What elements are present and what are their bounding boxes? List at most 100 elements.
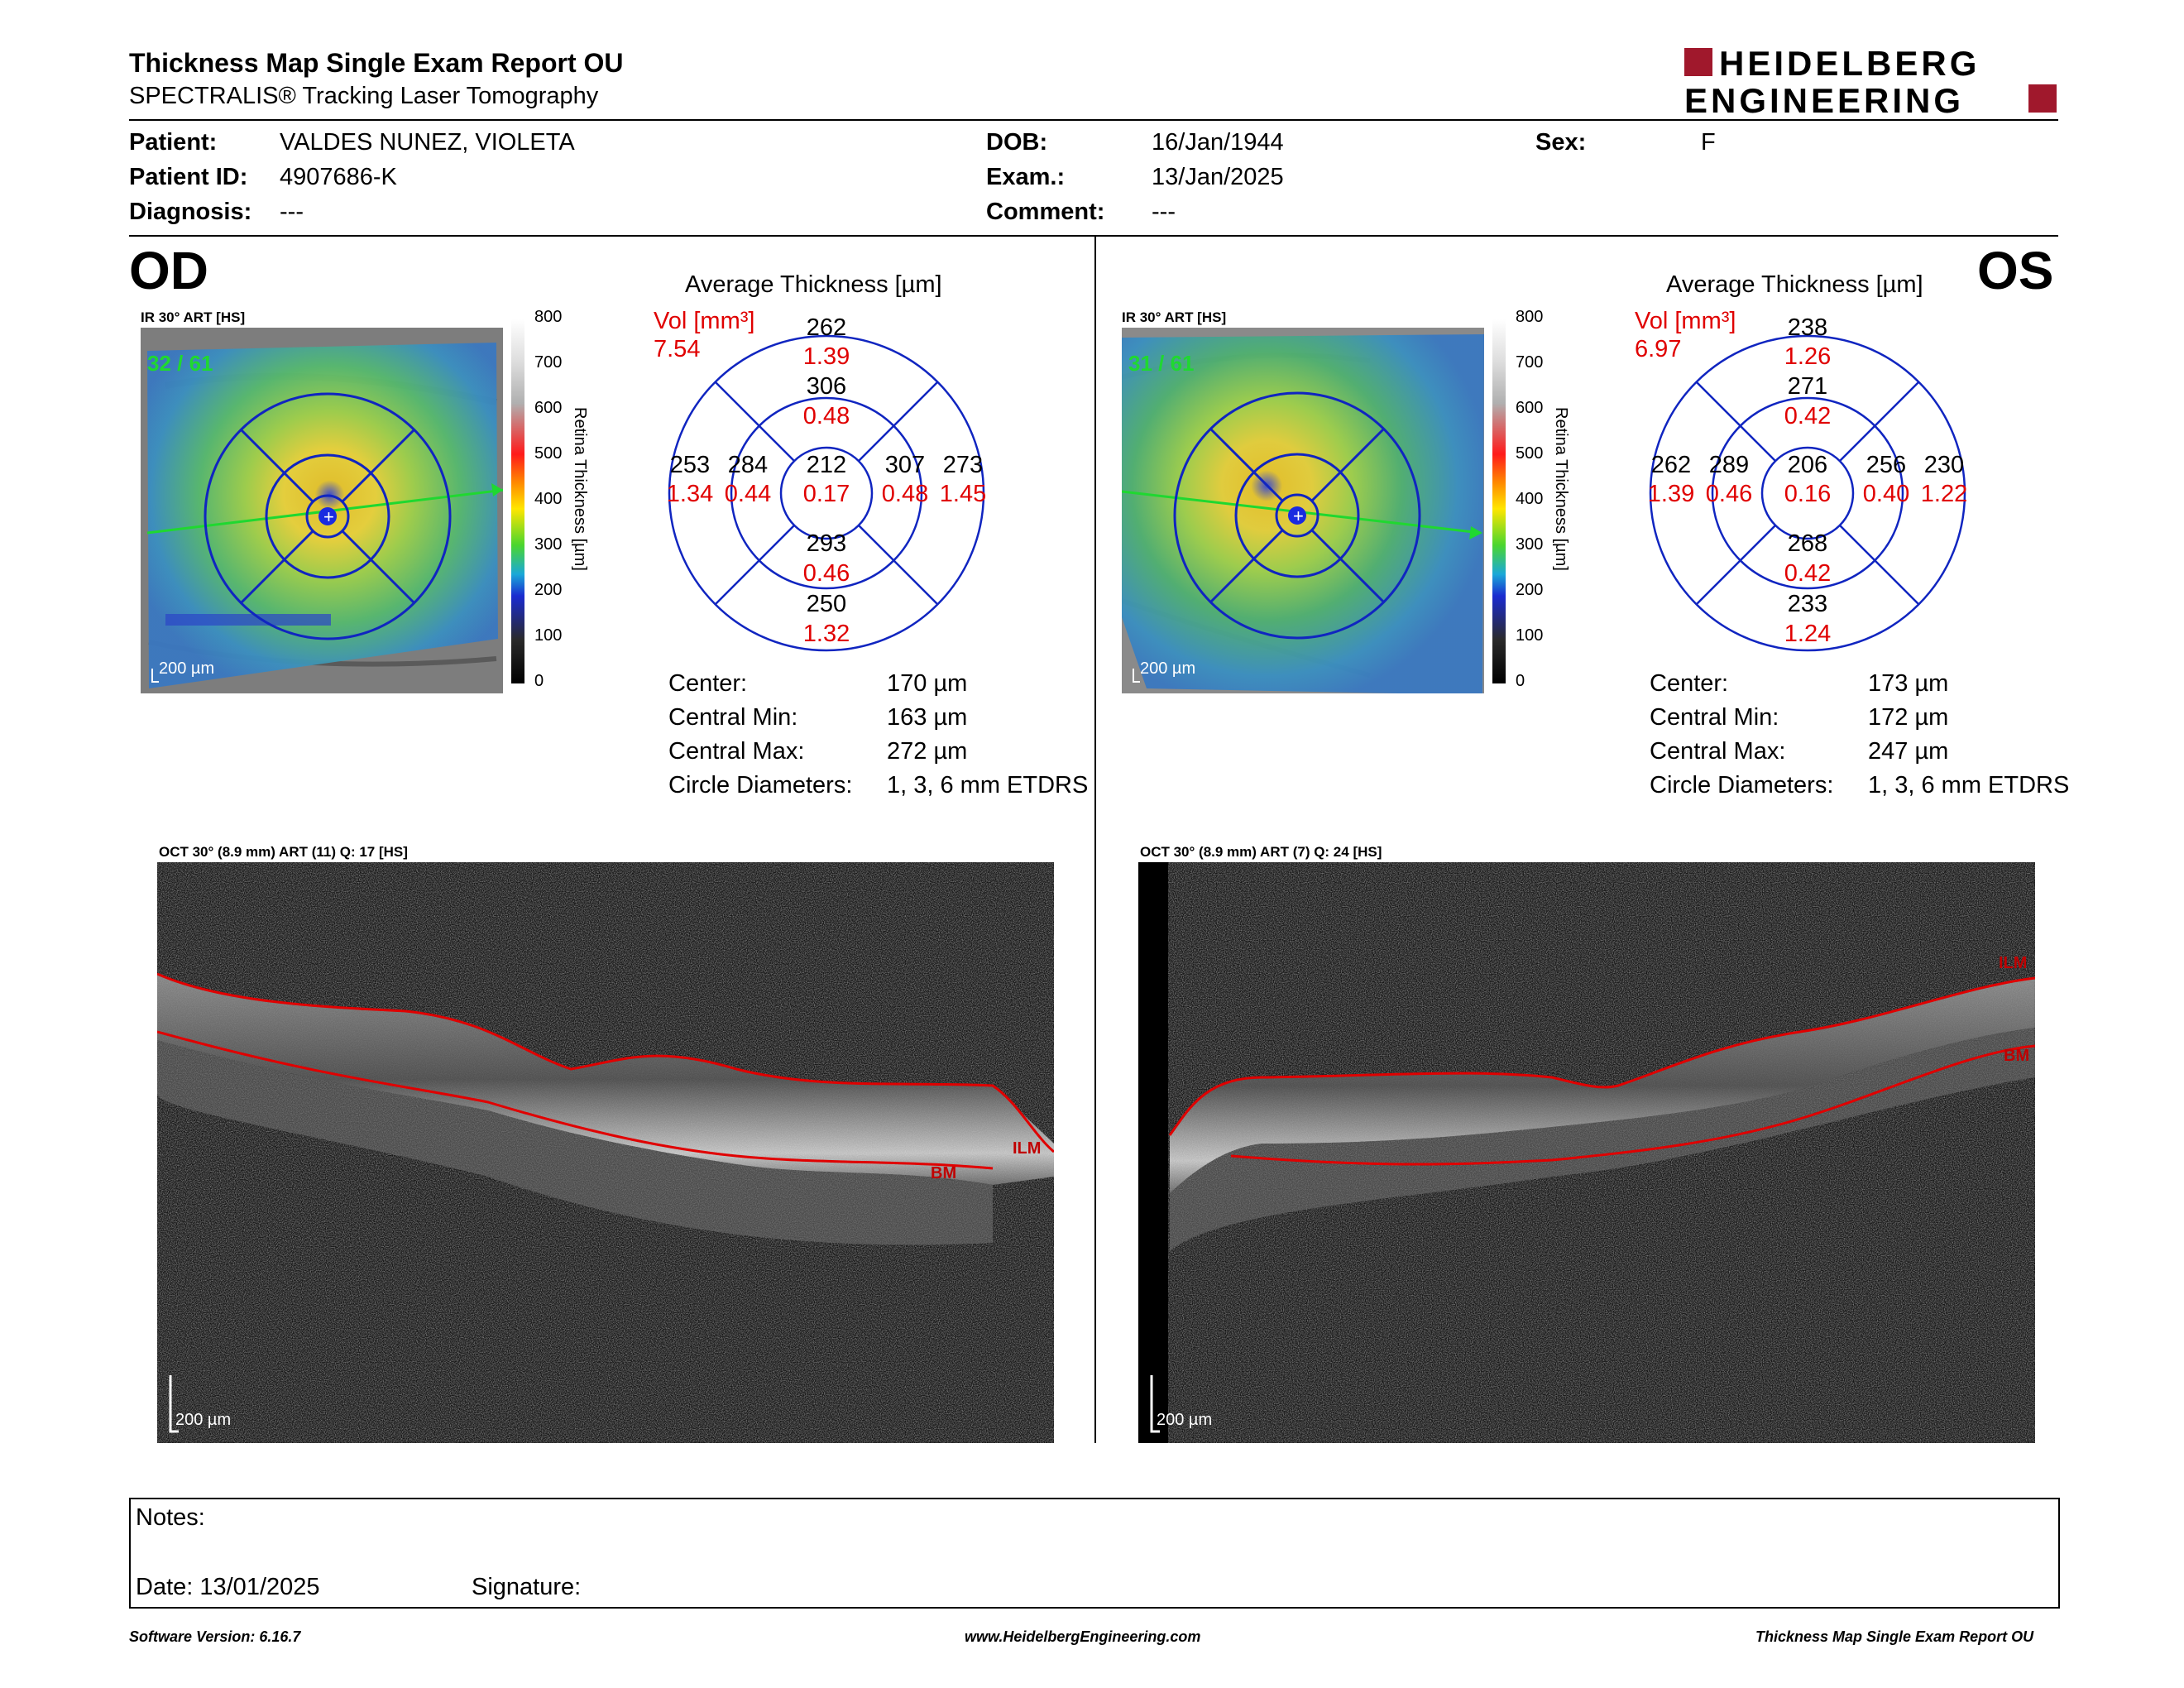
os-outer-inf-thickness: 233: [1788, 591, 1827, 617]
dob-label: DOB:: [986, 129, 1048, 156]
os-colorbar-tick: 500: [1516, 444, 1544, 463]
od-circle-diam-label: Circle Diameters:: [668, 772, 853, 798]
os-center-thickness: 206: [1788, 452, 1827, 478]
od-outer-inf-volume: 1.32: [803, 621, 850, 647]
od-colorbar-tick: 100: [534, 626, 563, 645]
os-ilm-label: ILM: [1999, 954, 2027, 972]
od-colorbar: [511, 319, 524, 683]
os-outer-left-volume: 1.39: [1648, 481, 1694, 507]
patient-id: 4907686-K: [280, 164, 397, 190]
patient-id-label: Patient ID:: [129, 164, 248, 190]
os-colorbar-tick: 700: [1516, 353, 1544, 372]
signature-label: Signature:: [472, 1574, 582, 1600]
os-circle-diam-value: 1, 3, 6 mm ETDRS: [1868, 772, 2070, 798]
os-colorbar-tick: 800: [1516, 308, 1544, 326]
os-center-volume: 0.16: [1784, 481, 1831, 507]
od-center-label: Center:: [668, 670, 748, 697]
os-map-label: IR 30° ART [HS]: [1122, 309, 1227, 325]
os-outer-left-thickness: 262: [1651, 452, 1691, 478]
svg-text:+: +: [1293, 506, 1304, 526]
od-colorbar-label: Retina Thickness [µm]: [571, 407, 589, 571]
notes-label: Notes:: [136, 1504, 205, 1531]
os-central-max-label: Central Max:: [1650, 738, 1786, 765]
od-avg-title: Average Thickness [µm]: [685, 271, 942, 298]
od-outer-left-thickness: 253: [670, 452, 710, 478]
os-inner-left-volume: 0.46: [1706, 481, 1752, 507]
os-colorbar-tick: 600: [1516, 399, 1544, 417]
od-colorbar-tick: 0: [534, 672, 544, 690]
od-colorbar-tick: 500: [534, 444, 563, 463]
date-label: Date: 13/01/2025: [136, 1574, 320, 1600]
sex-value: F: [1701, 129, 1716, 156]
sex-label: Sex:: [1535, 129, 1587, 156]
os-colorbar-tick: 400: [1516, 490, 1544, 508]
od-inner-right-thickness: 307: [885, 452, 925, 478]
os-outer-sup-volume: 1.26: [1784, 343, 1831, 370]
od-circle-diam-value: 1, 3, 6 mm ETDRS: [887, 772, 1089, 798]
od-ilm-label: ILM: [1013, 1139, 1041, 1158]
comment-label: Comment:: [986, 199, 1105, 225]
od-central-max-label: Central Max:: [668, 738, 805, 765]
od-colorbar-tick: 600: [534, 399, 563, 417]
os-colorbar-tick: 300: [1516, 535, 1544, 554]
od-map-scale: 200 µm: [159, 659, 214, 678]
software-version: Software Version: 6.16.7: [129, 1628, 301, 1645]
od-colorbar-tick: 700: [534, 353, 563, 372]
notes-box[interactable]: [129, 1498, 2060, 1609]
os-thickness-map: + 31 / 61 200 µm: [1122, 328, 1484, 693]
company-logo: HEIDELBERG ENGINEERING: [1684, 44, 2058, 120]
os-colorbar-tick: 0: [1516, 672, 1525, 690]
os-vol-label: Vol [mm³]: [1635, 308, 1736, 334]
exam-value: 13/Jan/2025: [1152, 164, 1284, 190]
od-oct-scan: ILM BM 200 µm: [157, 862, 1054, 1443]
dob-value: 16/Jan/1944: [1152, 129, 1284, 156]
od-colorbar-tick: 800: [534, 308, 563, 326]
od-eye-label: OD: [129, 241, 208, 300]
od-inner-inf-thickness: 293: [807, 530, 846, 557]
os-central-max-value: 247 µm: [1868, 738, 1949, 765]
exam-label: Exam.:: [986, 164, 1066, 190]
os-colorbar-label: Retina Thickness [µm]: [1552, 407, 1570, 571]
od-inner-left-volume: 0.44: [725, 481, 771, 507]
od-thickness-map: + 32 / 61 200 µm: [141, 328, 503, 693]
od-inner-sup-thickness: 306: [807, 373, 846, 400]
od-central-min-value: 163 µm: [887, 704, 968, 731]
os-avg-title: Average Thickness [µm]: [1666, 271, 1923, 298]
os-inner-left-thickness: 289: [1709, 452, 1749, 478]
od-inner-inf-volume: 0.46: [803, 560, 850, 587]
logo-line2: ENGINEERING: [1684, 81, 1964, 116]
os-bm-label: BM: [2004, 1047, 2029, 1065]
website-link[interactable]: www.HeidelbergEngineering.com: [965, 1628, 1201, 1645]
report-title: Thickness Map Single Exam Report OU: [129, 48, 624, 78]
od-map-label: IR 30° ART [HS]: [141, 309, 246, 325]
od-vol-label: Vol [mm³]: [654, 308, 755, 334]
os-circle-diam-label: Circle Diameters:: [1650, 772, 1834, 798]
os-etdrs-grid: 238 1.26 271 0.42 206 0.16 289 0.46 256 …: [1626, 306, 1974, 654]
footer-report-name: Thickness Map Single Exam Report OU: [1755, 1628, 2034, 1645]
patient-label: Patient:: [129, 129, 218, 156]
od-central-max-value: 272 µm: [887, 738, 968, 765]
od-center-volume: 0.17: [803, 481, 850, 507]
os-inner-right-thickness: 256: [1866, 452, 1906, 478]
os-central-min-value: 172 µm: [1868, 704, 1949, 731]
od-inner-right-volume: 0.48: [882, 481, 928, 507]
os-colorbar-tick: 100: [1516, 626, 1544, 645]
od-frame-label: 32 / 61: [147, 351, 213, 376]
od-colorbar-tick: 200: [534, 581, 563, 599]
os-outer-right-thickness: 230: [1924, 452, 1964, 478]
os-inner-sup-thickness: 271: [1788, 373, 1827, 400]
os-vol-total: 6.97: [1635, 336, 1682, 362]
od-colorbar-tick: 300: [534, 535, 563, 554]
os-center-value: 173 µm: [1868, 670, 1949, 697]
svg-text:+: +: [323, 506, 334, 527]
od-outer-sup-volume: 1.39: [803, 343, 850, 370]
od-outer-inf-thickness: 250: [807, 591, 846, 617]
os-eye-label: OS: [1977, 241, 2054, 300]
comment-value: ---: [1152, 199, 1176, 225]
od-oct-scale: 200 µm: [175, 1411, 231, 1429]
od-outer-right-thickness: 273: [943, 452, 983, 478]
od-colorbar-tick: 400: [534, 490, 563, 508]
od-center-thickness: 212: [807, 452, 846, 478]
os-inner-right-volume: 0.40: [1863, 481, 1909, 507]
os-center-label: Center:: [1650, 670, 1729, 697]
